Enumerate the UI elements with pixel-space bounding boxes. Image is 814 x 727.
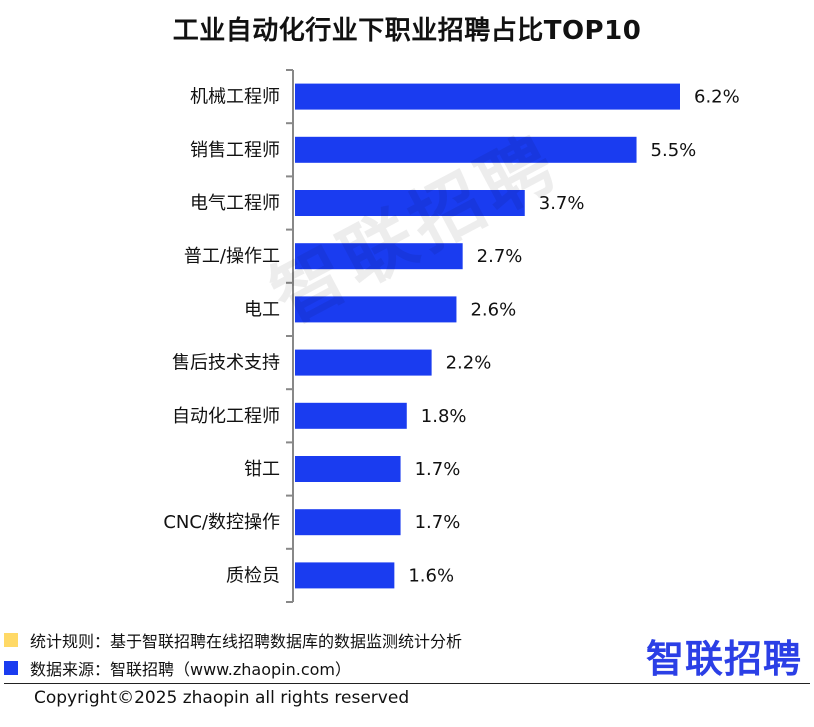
bar [295,349,432,376]
category-label: CNC/数控操作 [163,512,280,533]
bar [295,83,680,110]
data-label: 3.7% [539,193,585,214]
category-label: 普工/操作工 [184,246,280,267]
bar [295,402,407,429]
data-label: 1.6% [408,565,454,586]
data-label: 1.7% [415,512,461,533]
data-label: 2.7% [477,246,523,267]
data-label: 2.6% [470,299,516,320]
legend-swatch [4,633,18,647]
category-label: 机械工程师 [190,87,280,108]
data-label: 1.7% [415,459,461,480]
category-label: 售后技术支持 [172,353,280,374]
category-label: 电气工程师 [190,193,280,214]
data-label: 6.2% [694,87,740,108]
legend-item-source: 数据来源：智联招聘（www.zhaopin.com） [4,656,351,680]
bar [295,456,401,482]
bar [295,190,525,216]
bar [295,509,401,536]
legend-item-rule: 统计规则：基于智联招聘在线招聘数据库的数据监测统计分析 [4,628,462,652]
category-label: 质检员 [226,565,280,586]
legend-swatch [4,661,18,675]
footer-divider [4,683,810,684]
legend-label: 统计规则：基于智联招聘在线招聘数据库的数据监测统计分析 [30,632,463,651]
brand-logo: 智联招聘 [645,637,802,681]
copyright-text: Copyright©2025 zhaopin all rights reserv… [34,688,410,708]
chart-title: 工业自动化行业下职业招聘占比TOP10 [172,16,642,46]
bar [295,562,395,589]
category-label: 销售工程师 [190,140,280,161]
bar [295,136,637,163]
data-label: 2.2% [446,353,492,374]
data-label: 5.5% [651,140,697,161]
category-label: 电工 [244,299,280,320]
bar [295,296,457,323]
data-label: 1.8% [421,406,467,427]
category-label: 钳工 [244,459,280,480]
legend-label: 数据来源：智联招聘（www.zhaopin.com） [30,660,352,679]
category-label: 自动化工程师 [172,406,280,427]
bar [295,243,463,270]
